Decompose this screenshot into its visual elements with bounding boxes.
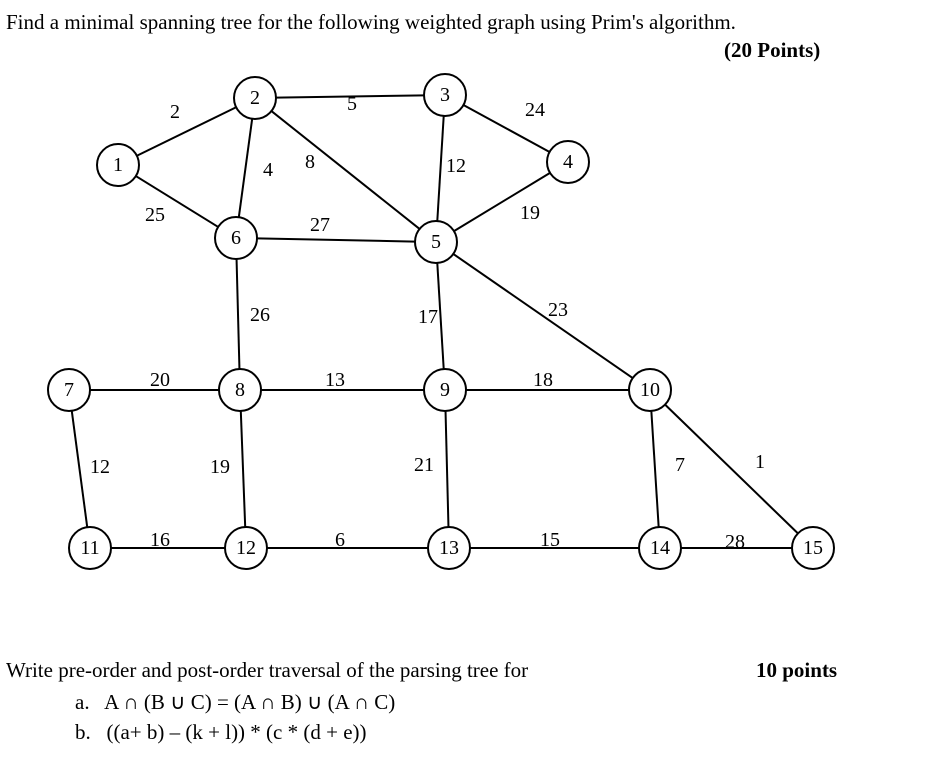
weight-3-4: 24 xyxy=(525,99,545,121)
node-label-11: 11 xyxy=(80,537,99,559)
edge-10-15 xyxy=(665,405,798,534)
edge-6-5 xyxy=(257,238,415,241)
q2-prompt: Write pre-order and post-order traversal… xyxy=(6,658,528,683)
node-label-15: 15 xyxy=(803,537,823,559)
edge-5-9 xyxy=(437,263,443,369)
node-2: 2 xyxy=(234,77,276,119)
q2a-expr: A ∩ (B ∪ C) = (A ∩ B) ∪ (A ∩ C) xyxy=(104,690,395,714)
node-4: 4 xyxy=(547,141,589,183)
edge-10-14 xyxy=(651,411,658,527)
weight-8-12: 19 xyxy=(210,456,230,478)
node-13: 13 xyxy=(428,527,470,569)
weight-4-5: 19 xyxy=(520,202,540,224)
edge-5-10 xyxy=(453,254,632,378)
weight-2-3: 5 xyxy=(347,93,357,115)
node-8: 8 xyxy=(219,369,261,411)
node-5: 5 xyxy=(415,221,457,263)
edge-2-5 xyxy=(271,111,419,229)
q2-points: 10 points xyxy=(756,658,837,683)
weight-7-8: 20 xyxy=(150,369,170,391)
weight-9-13: 21 xyxy=(414,454,434,476)
node-14: 14 xyxy=(639,527,681,569)
node-10: 10 xyxy=(629,369,671,411)
weight-2-6: 4 xyxy=(263,159,273,181)
edge-2-6 xyxy=(239,119,252,217)
node-6: 6 xyxy=(215,217,257,259)
weight-10-15: 1 xyxy=(755,451,765,473)
weight-10-14: 7 xyxy=(675,454,685,476)
weight-7-11: 12 xyxy=(90,456,110,478)
edge-3-5 xyxy=(437,116,443,221)
weight-6-8: 26 xyxy=(250,304,270,326)
weight-5-10: 23 xyxy=(548,299,568,321)
node-label-6: 6 xyxy=(231,227,241,249)
node-15: 15 xyxy=(792,527,834,569)
q2b-label: b. xyxy=(75,720,91,744)
edge-1-2 xyxy=(137,107,236,156)
edge-7-11 xyxy=(72,411,87,527)
node-3: 3 xyxy=(424,74,466,116)
weight-14-15: 28 xyxy=(725,531,745,553)
weight-13-14: 15 xyxy=(540,529,560,551)
q1-points: (20 Points) xyxy=(724,38,820,63)
weight-3-5: 12 xyxy=(446,155,466,177)
node-label-1: 1 xyxy=(113,154,123,176)
node-label-4: 4 xyxy=(563,151,573,173)
weight-6-5: 27 xyxy=(310,214,330,236)
node-label-2: 2 xyxy=(250,87,260,109)
weight-9-10: 18 xyxy=(533,369,553,391)
node-label-3: 3 xyxy=(440,84,450,106)
node-9: 9 xyxy=(424,369,466,411)
q1-prompt: Find a minimal spanning tree for the fol… xyxy=(6,10,736,35)
node-7: 7 xyxy=(48,369,90,411)
q2-part-b: b. ((a+ b) – (k + l)) * (c * (d + e)) xyxy=(75,720,367,745)
node-12: 12 xyxy=(225,527,267,569)
weight-12-13: 6 xyxy=(335,529,345,551)
node-label-8: 8 xyxy=(235,379,245,401)
node-label-7: 7 xyxy=(64,379,74,401)
edge-8-12 xyxy=(241,411,245,527)
q2-part-a: a. A ∩ (B ∪ C) = (A ∩ B) ∪ (A ∩ C) xyxy=(75,690,395,715)
graph-figure: 123456789101112131415 254824121925272617… xyxy=(0,70,939,640)
edge-9-13 xyxy=(446,411,449,527)
node-11: 11 xyxy=(69,527,111,569)
node-label-14: 14 xyxy=(650,537,670,559)
node-label-5: 5 xyxy=(431,231,441,253)
weight-8-9: 13 xyxy=(325,369,345,391)
weight-1-2: 2 xyxy=(170,101,180,123)
q2b-expr: ((a+ b) – (k + l)) * (c * (d + e)) xyxy=(107,720,367,744)
page: Find a minimal spanning tree for the fol… xyxy=(0,0,939,773)
node-label-10: 10 xyxy=(640,379,660,401)
node-label-13: 13 xyxy=(439,537,459,559)
node-label-9: 9 xyxy=(440,379,450,401)
q2a-label: a. xyxy=(75,690,90,714)
weight-11-12: 16 xyxy=(150,529,170,551)
weight-1-6: 25 xyxy=(145,204,165,226)
node-label-12: 12 xyxy=(236,537,256,559)
edge-6-8 xyxy=(237,259,240,369)
node-1: 1 xyxy=(97,144,139,186)
weight-2-5: 8 xyxy=(305,151,315,173)
weight-5-9: 17 xyxy=(418,306,438,328)
